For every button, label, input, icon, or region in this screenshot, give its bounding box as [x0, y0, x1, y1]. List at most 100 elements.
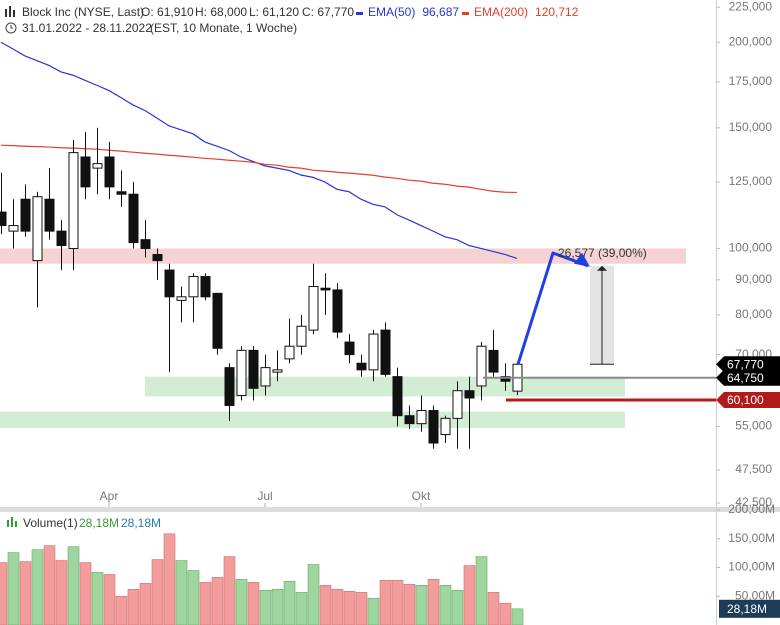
volume-bar: [139, 583, 152, 625]
volume-bar: [427, 579, 440, 625]
volume-bar: [91, 572, 104, 625]
quote-value: 68,000: [210, 5, 247, 19]
y-tick-label: 50,00M: [735, 588, 775, 602]
quote-value: 67,770: [317, 5, 354, 19]
volume-bar: [295, 591, 308, 625]
volume-bars: [0, 533, 524, 625]
quote-label: O:: [141, 5, 154, 19]
volume-bar: [115, 595, 128, 625]
icon-bar: [15, 521, 17, 527]
candle-body: [128, 193, 139, 244]
x-tick-label: Okt: [412, 489, 431, 503]
candle-body: [284, 345, 295, 360]
candle-body: [464, 390, 475, 399]
projection-arrowhead: [574, 252, 590, 267]
volume-bar: [379, 580, 392, 625]
instrument-title: Block Inc (NYSE, Last): [22, 5, 144, 19]
volume-bar: [415, 585, 428, 625]
icon-bar: [11, 517, 13, 527]
price-boxes: 64,750 60,100 67,770 28,18M: [716, 356, 780, 618]
candle-body: [380, 329, 391, 375]
x-tick-label: Jul: [257, 489, 272, 503]
volume-bar: [211, 577, 224, 625]
volume-bar: [499, 602, 512, 625]
volume-bar: [187, 570, 200, 625]
quote-value: 61,910: [157, 5, 194, 19]
candle-body: [56, 230, 67, 247]
y-tick-label: 42,500: [735, 495, 772, 509]
volume-bar: [199, 582, 212, 625]
zone: [0, 248, 686, 264]
candle-body: [68, 152, 79, 249]
y-tick-label: 175,000: [729, 74, 773, 88]
candle-body: [188, 276, 199, 298]
ema-line: [0, 144, 518, 194]
y-tick-label: 100,000: [729, 241, 773, 255]
candle-body: [308, 286, 319, 331]
candle-body: [476, 345, 487, 387]
header: Block Inc (NYSE, Last) O: 61,910 H: 68,0…: [5, 5, 579, 35]
y-tick-label: 225,000: [729, 0, 773, 13]
legend-swatch: [462, 12, 469, 15]
y-tick-label: 80,000: [735, 307, 772, 321]
icon-bar: [5, 9, 7, 17]
candle-body: [272, 369, 283, 373]
price-box: [716, 369, 780, 386]
clock-icon: [5, 22, 17, 34]
volume-bar: [271, 588, 284, 625]
candle-body: [116, 191, 127, 195]
legend-name: EMA(200): [474, 5, 528, 19]
volume-bar: [127, 588, 140, 625]
zone: [145, 376, 625, 397]
volume-value: 28,18M: [79, 516, 119, 530]
candle-body: [176, 296, 187, 301]
candle-body: [404, 415, 415, 425]
last-price-label: 67,770: [727, 357, 764, 371]
candle-body: [488, 349, 499, 373]
candle-body: [8, 225, 19, 232]
price-box: [716, 391, 780, 408]
icon-bar: [9, 6, 11, 17]
quote-label: H:: [195, 5, 207, 19]
indicator-lines: [0, 41, 518, 260]
volume-bar: [247, 582, 260, 625]
volume-bar: [223, 556, 236, 625]
icon-bar: [7, 520, 9, 527]
volume-bar: [67, 546, 80, 625]
quote-label: C:: [302, 5, 314, 19]
quote-item: L: 61,120: [249, 5, 299, 19]
measure-arrowhead: [597, 265, 607, 271]
price-box-label: 64,750: [727, 371, 764, 385]
legend: EMA(50) 96,687 EMA(200) 120,712: [356, 5, 579, 19]
volume-bar: [19, 561, 32, 625]
volume-bar: [55, 560, 68, 625]
candle-body: [212, 292, 223, 349]
price-box-label: 60,100: [727, 393, 764, 407]
volume-bar: [511, 608, 524, 625]
volume-bar: [463, 565, 476, 625]
candle-body: [20, 198, 31, 232]
candle-body: [152, 253, 163, 262]
candle-body: [344, 341, 355, 356]
y-tick-label: 47,500: [735, 462, 772, 476]
volume-bar: [439, 585, 452, 625]
candle-body: [164, 269, 175, 298]
annotations: 26,577 (39,00%): [483, 246, 716, 402]
volume-bar: [319, 585, 332, 625]
volume-bar: [7, 552, 20, 625]
legend-name: EMA(50): [368, 5, 415, 19]
candle-body: [104, 156, 115, 188]
candle-body: [356, 362, 367, 371]
quote-item: C: 67,770: [302, 5, 354, 19]
y-tick-label: 125,000: [729, 174, 773, 188]
x-tick-label: Apr: [100, 489, 119, 503]
volume-bar: [259, 590, 272, 625]
candle-body: [44, 198, 55, 232]
legend-value: 96,687: [422, 5, 459, 19]
icon-bar: [13, 10, 15, 17]
period: 31.01.2022 - 28.11.2022: [22, 21, 152, 35]
candle-body: [296, 325, 307, 347]
y-tick-label: 150,00M: [728, 531, 775, 545]
